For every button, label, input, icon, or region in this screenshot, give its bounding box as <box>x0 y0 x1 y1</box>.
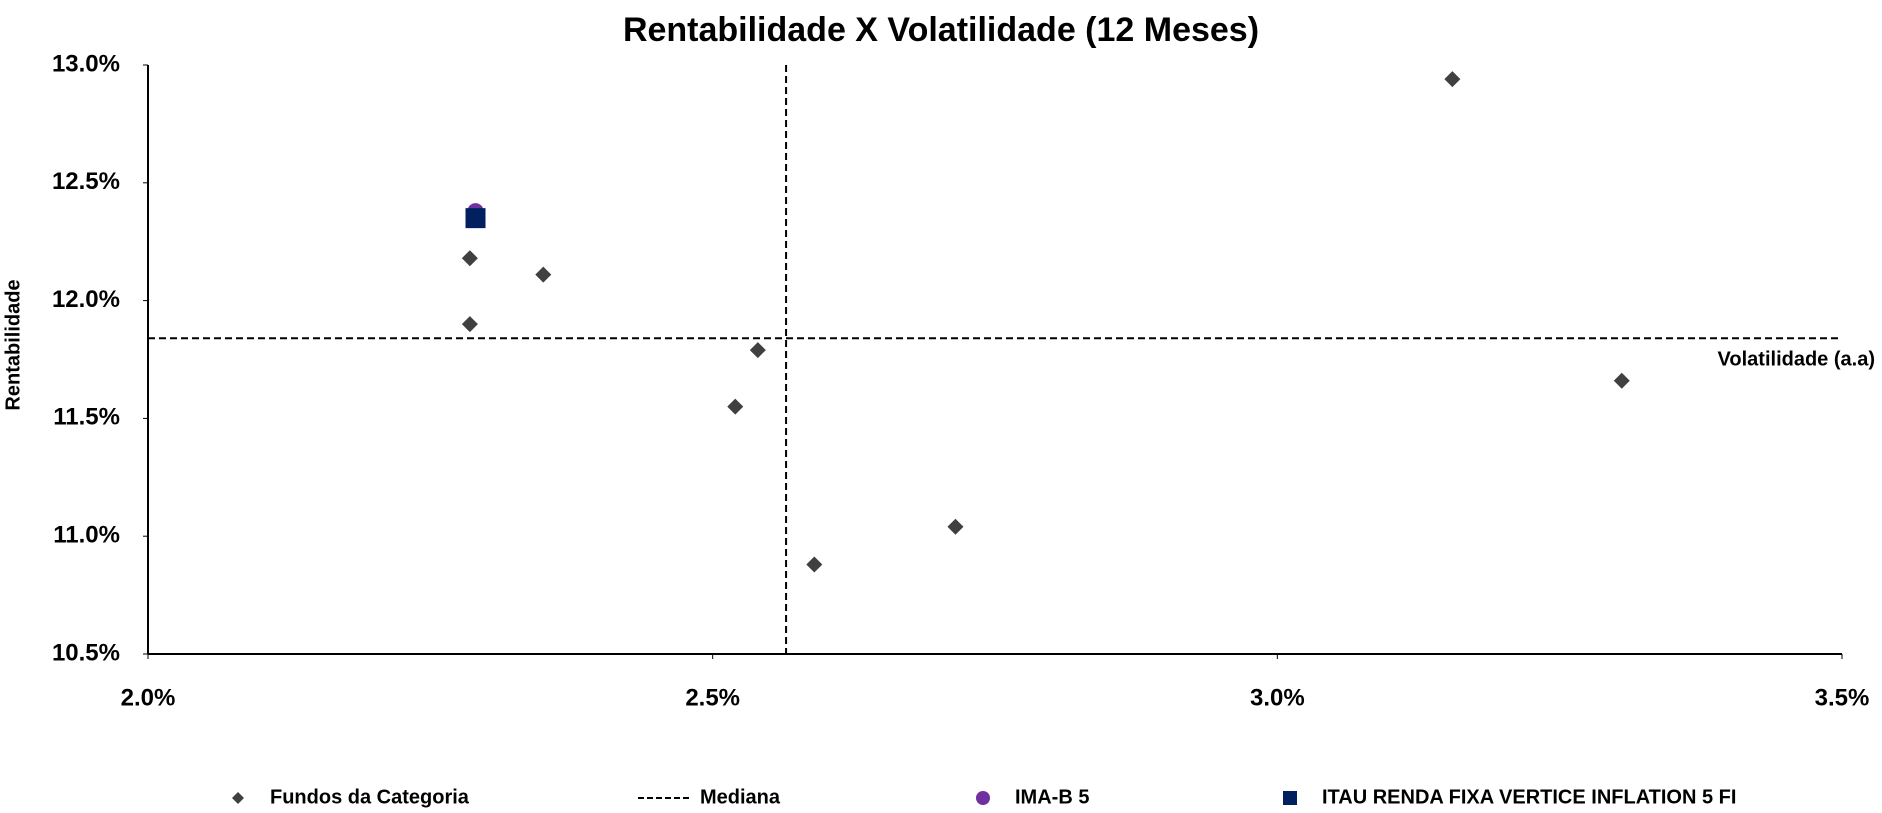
y-tick-label: 12.5% <box>52 168 120 195</box>
point <box>461 316 478 333</box>
y-tick-label: 11.5% <box>53 404 120 431</box>
x-tick-label: 2.0% <box>121 684 176 711</box>
legend-swatch <box>976 791 990 805</box>
point <box>727 398 744 415</box>
legend-swatch <box>232 792 244 804</box>
point <box>461 250 478 267</box>
annotation: Volatilidade (a.a) <box>1718 349 1875 371</box>
point <box>535 266 552 283</box>
point <box>806 556 823 573</box>
legend-swatch <box>1283 791 1297 805</box>
y-tick-label: 11.0% <box>53 522 120 549</box>
point <box>947 518 964 535</box>
y-tick-label: 10.5% <box>52 639 120 666</box>
x-tick-label: 3.5% <box>1815 684 1870 711</box>
legend-label: Mediana <box>700 786 781 808</box>
point <box>1613 372 1630 389</box>
y-axis-title: Rentabilidade <box>2 279 24 410</box>
legend-label: ITAU RENDA FIXA VERTICE INFLATION 5 FI <box>1322 786 1736 808</box>
legend-label: Fundos da Categoria <box>270 786 470 808</box>
legend-label: IMA-B 5 <box>1015 786 1089 808</box>
point <box>749 342 766 359</box>
y-tick-label: 12.0% <box>52 286 120 313</box>
y-tick-label: 13.0% <box>52 50 120 77</box>
chart-title: Rentabilidade X Volatilidade (12 Meses) <box>623 11 1259 49</box>
point <box>465 208 486 229</box>
x-tick-label: 3.0% <box>1250 684 1305 711</box>
point <box>1444 71 1461 88</box>
x-tick-label: 2.5% <box>685 684 740 711</box>
